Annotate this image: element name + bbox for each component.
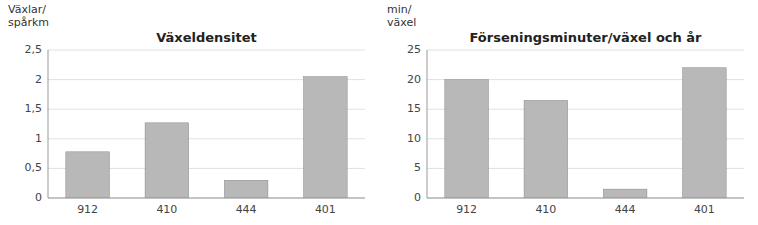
x-tick-label: 912 (456, 203, 477, 216)
y-axis-label: Växlar/spårkm (8, 3, 49, 29)
y-tick-label: 1 (35, 132, 42, 145)
x-tick-label: 401 (694, 203, 715, 216)
x-tick-label: 444 (236, 203, 257, 216)
y-tick-label: 5 (414, 161, 421, 174)
y-tick-label: 0 (35, 191, 42, 204)
grid-line (48, 50, 365, 51)
grid-line (427, 198, 744, 199)
bar (524, 100, 568, 198)
x-tick-label: 401 (315, 203, 336, 216)
x-tick-label: 912 (77, 203, 98, 216)
grid-line (48, 198, 365, 199)
y-tick-label: 1,5 (25, 102, 43, 115)
bar (224, 180, 268, 198)
chart-figure: 0 0,5 1 1,5 2 2,5 912 410 444 401 Växeldensitet Väx… (0, 0, 758, 225)
y-axis-label: min/växel (387, 3, 416, 29)
bar (445, 80, 489, 198)
y-tick-label: 15 (407, 102, 421, 115)
bars (66, 77, 347, 198)
bar (66, 152, 110, 198)
y-tick-label: 2 (35, 73, 42, 86)
grid-line (427, 50, 744, 51)
x-tick-label: 410 (156, 203, 177, 216)
chart-title: Växeldensitet (156, 30, 257, 45)
x-tick-label: 444 (615, 203, 636, 216)
bar (304, 77, 348, 198)
y-axis-line (427, 50, 428, 198)
y-tick-label: 0 (414, 191, 421, 204)
bar (683, 68, 727, 198)
x-tick-label: 410 (535, 203, 556, 216)
y-tick-label: 25 (407, 43, 421, 56)
y-tick-label: 20 (407, 73, 421, 86)
chart-title: Förseningsminuter/växel och år (470, 30, 703, 45)
y-tick-label: 10 (407, 132, 421, 145)
y-axis-line (48, 50, 49, 198)
bar (603, 189, 647, 198)
x-axis-line (427, 198, 744, 199)
chart-panel: 0 5 10 15 20 25 912 410 444 401 Förseningsminuter/… (387, 3, 744, 216)
x-axis-line (48, 198, 365, 199)
y-tick-label: 2,5 (25, 43, 43, 56)
bars (445, 68, 726, 198)
chart-panel: 0 0,5 1 1,5 2 2,5 912 410 444 401 Växeldensitet Väx… (8, 3, 365, 216)
bar (145, 123, 189, 198)
y-tick-label: 0,5 (25, 161, 43, 174)
